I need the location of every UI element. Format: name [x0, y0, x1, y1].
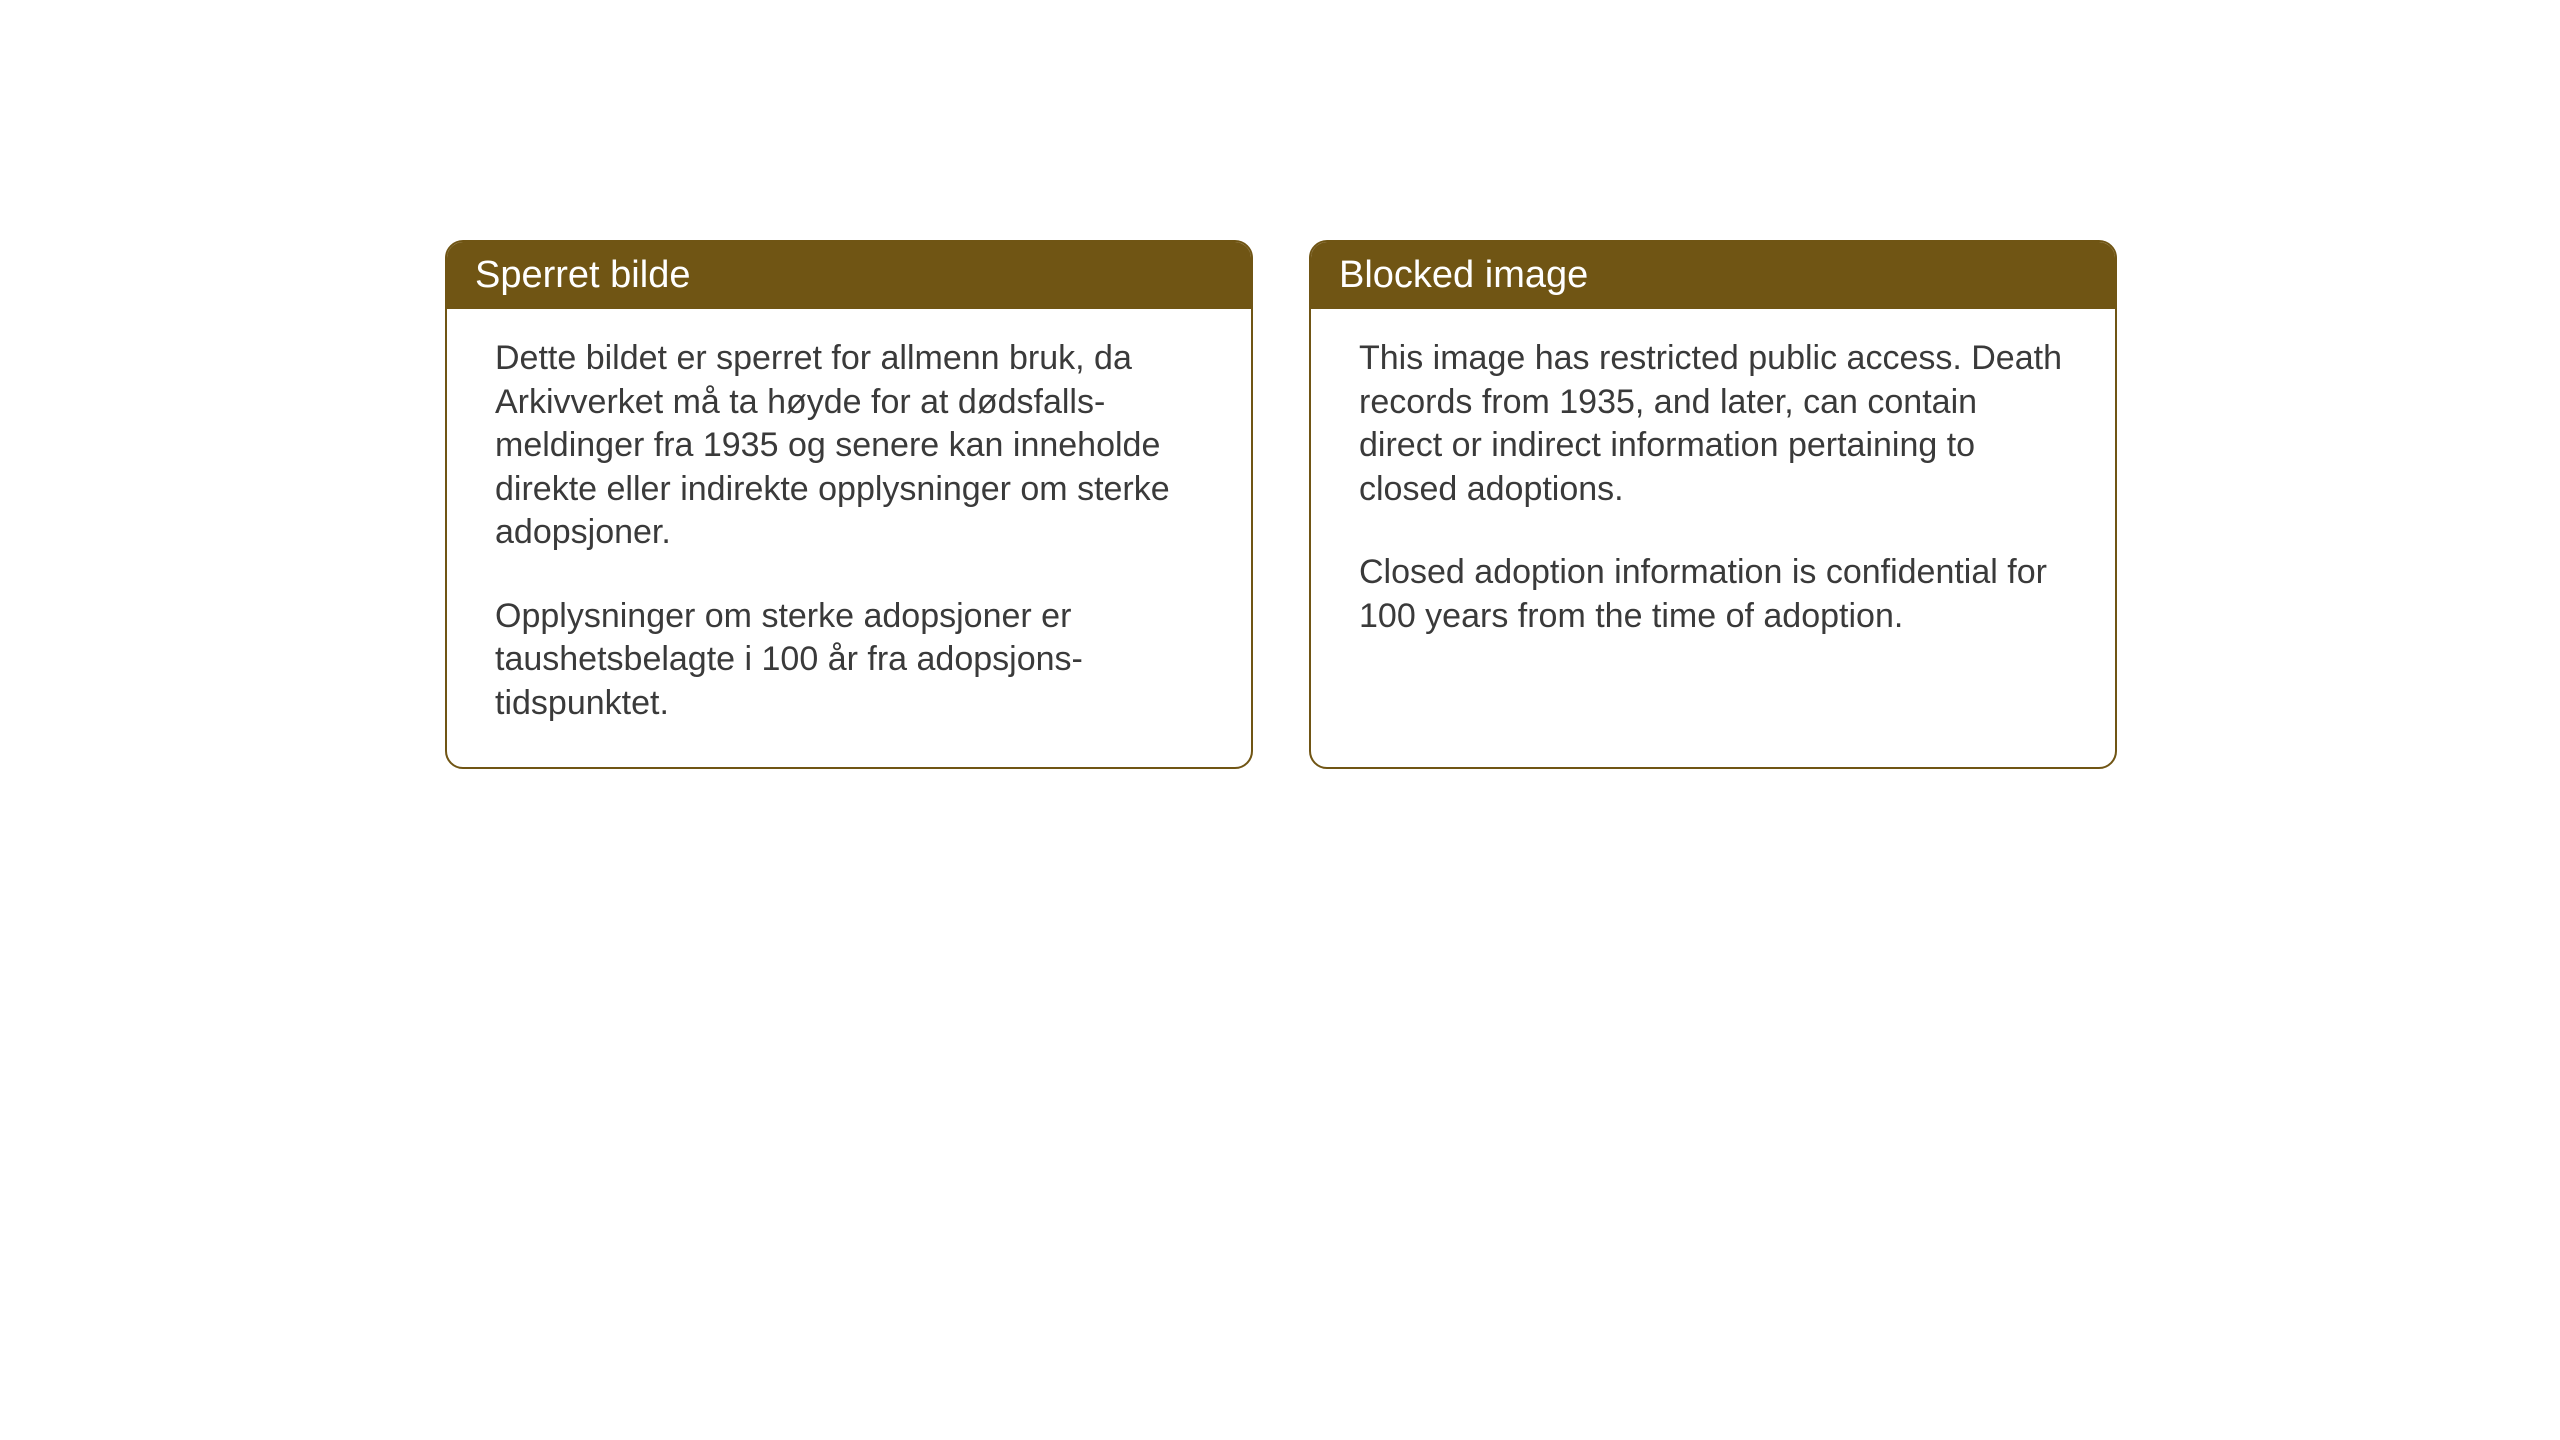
card-header-norwegian: Sperret bilde [447, 242, 1251, 309]
paragraph-norwegian-2: Opplysninger om sterke adopsjoner er tau… [495, 595, 1203, 726]
notice-card-english: Blocked image This image has restricted … [1309, 240, 2117, 769]
card-body-english: This image has restricted public access.… [1311, 309, 2115, 734]
cards-container: Sperret bilde Dette bildet er sperret fo… [445, 240, 2117, 769]
paragraph-english-1: This image has restricted public access.… [1359, 337, 2067, 511]
paragraph-english-2: Closed adoption information is confident… [1359, 551, 2067, 638]
card-header-english: Blocked image [1311, 242, 2115, 309]
card-body-norwegian: Dette bildet er sperret for allmenn bruk… [447, 309, 1251, 767]
notice-card-norwegian: Sperret bilde Dette bildet er sperret fo… [445, 240, 1253, 769]
paragraph-norwegian-1: Dette bildet er sperret for allmenn bruk… [495, 337, 1203, 555]
